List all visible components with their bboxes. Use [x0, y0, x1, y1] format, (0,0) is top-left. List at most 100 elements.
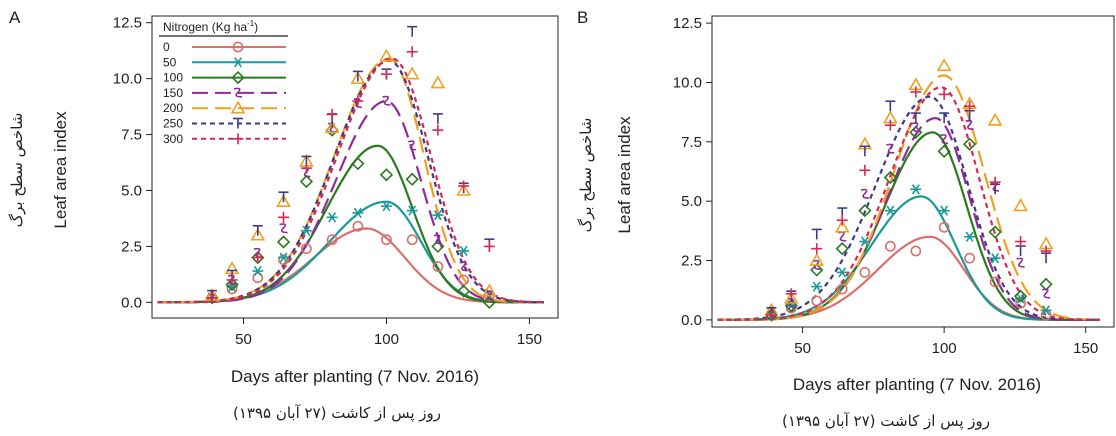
observed-point-250 [352, 70, 363, 82]
observed-point-300 [811, 243, 823, 255]
legend-label: 300 [163, 132, 183, 146]
observed-point-0 [300, 243, 312, 255]
observed-point-300 [964, 100, 976, 112]
y-tick-label: 2.5 [681, 253, 702, 270]
y-tick-label: 10.0 [673, 74, 702, 91]
observed-point-0 [910, 245, 922, 257]
panel-b-xlabel: Days after planting (7 Nov. 2016) [793, 375, 1041, 394]
observed-point-100 [457, 284, 471, 298]
fit-curve-300 [157, 57, 544, 304]
y-tick-label: 7.5 [681, 134, 702, 151]
fit-curve-250 [157, 59, 544, 304]
observed-point-0 [989, 276, 1001, 288]
observed-point-300 [226, 274, 238, 286]
x-tick-label: 100 [932, 340, 957, 357]
observed-point-300 [206, 292, 218, 304]
legend-label: 100 [163, 71, 183, 85]
observed-point-300 [326, 108, 338, 120]
y-tick-label: 5.0 [121, 182, 142, 199]
observed-point-50 [252, 265, 264, 277]
fit-curve-50 [717, 195, 1100, 321]
observed-point-300 [785, 288, 797, 300]
fit-curve-150 [717, 116, 1100, 321]
observed-point-200 [404, 66, 420, 80]
observed-point-100 [988, 225, 1002, 239]
observed-point-100 [810, 263, 824, 277]
legend-item: 0 [163, 40, 286, 54]
observed-point-150 [1041, 288, 1051, 299]
observed-point-200 [809, 252, 825, 266]
observed-point-250 [278, 191, 289, 203]
panel-b-ylabel-fa: شاخص سطح برگ [577, 118, 595, 233]
panel-b-letter: B [577, 8, 588, 27]
observed-point-200 [987, 112, 1003, 126]
observed-point-150 [886, 143, 895, 154]
legend-marker [232, 57, 244, 68]
legend-title: Nitrogen (Kg ha-1) [163, 19, 258, 34]
observed-point-100 [1039, 277, 1053, 291]
observed-point-50 [910, 184, 922, 195]
observed-point-50 [884, 205, 896, 216]
observed-point-150 [860, 188, 869, 199]
observed-point-0 [811, 295, 823, 307]
observed-point-50 [1040, 305, 1052, 316]
panel-a-y-axis: 0.0 2.5 5.0 7.5 10.0 12.5 [113, 15, 152, 311]
observed-point-50 [278, 252, 290, 263]
observed-point-200 [783, 290, 799, 304]
observed-point-300 [458, 180, 470, 192]
observed-point-0 [252, 272, 264, 284]
observed-point-200 [456, 182, 472, 196]
observed-point-300 [1040, 245, 1052, 257]
fit-curve-200 [157, 57, 544, 304]
observed-point-150 [382, 95, 391, 106]
observed-point-200 [324, 120, 340, 134]
observed-point-250 [432, 113, 443, 124]
observed-point-100 [937, 144, 951, 158]
observed-point-50 [380, 201, 392, 212]
fit-curve-100 [717, 131, 1100, 321]
legend-marker [232, 133, 244, 145]
observed-point-300 [252, 252, 264, 264]
observed-point-50 [300, 225, 312, 236]
panel-a-observed-points [204, 25, 497, 309]
observed-point-100 [276, 235, 291, 249]
observed-point-50 [836, 267, 848, 278]
legend-marker [230, 100, 246, 114]
observed-point-50 [432, 209, 444, 221]
observed-point-150 [838, 231, 847, 242]
observed-point-100 [351, 157, 365, 171]
panel-a-ylabel-fa: شاخص سطح برگ [8, 113, 26, 228]
y-tick-label: 0.0 [121, 294, 142, 311]
observed-point-250 [1015, 245, 1026, 257]
observed-point-150 [939, 134, 949, 145]
observed-point-100 [909, 125, 923, 139]
observed-point-50 [811, 281, 823, 292]
observed-point-100 [764, 308, 779, 322]
observed-point-250 [939, 112, 950, 124]
y-tick-label: 2.5 [121, 238, 142, 255]
legend-item: 100 [163, 71, 286, 85]
observed-point-50 [406, 205, 418, 216]
observed-point-150 [408, 140, 417, 151]
legend-item: 150 [163, 86, 286, 100]
fit-curve-200 [717, 74, 1100, 321]
observed-point-100 [482, 295, 497, 309]
observed-point-100 [225, 277, 239, 292]
panel-b-chart: B شاخص سطح برگ Leaf area index 0.0 2.5 5.0… [577, 8, 1115, 431]
panel-b-xlabel-fa: روز پس از کاشت (۲۷ آبان ۱۳۹۵) [782, 412, 990, 431]
x-tick-label: 150 [1073, 340, 1098, 357]
observed-point-200 [350, 71, 366, 84]
observed-point-300 [483, 240, 495, 252]
observed-point-300 [859, 164, 871, 176]
observed-point-250 [885, 100, 896, 112]
observed-point-250 [407, 25, 418, 37]
legend-label: 200 [163, 101, 183, 115]
observed-point-200 [250, 227, 266, 241]
observed-point-300 [938, 88, 950, 100]
x-tick-label: 150 [517, 331, 542, 348]
legend-marker [231, 70, 245, 85]
observed-point-0 [381, 234, 392, 246]
legend-item: 250 [163, 117, 286, 131]
